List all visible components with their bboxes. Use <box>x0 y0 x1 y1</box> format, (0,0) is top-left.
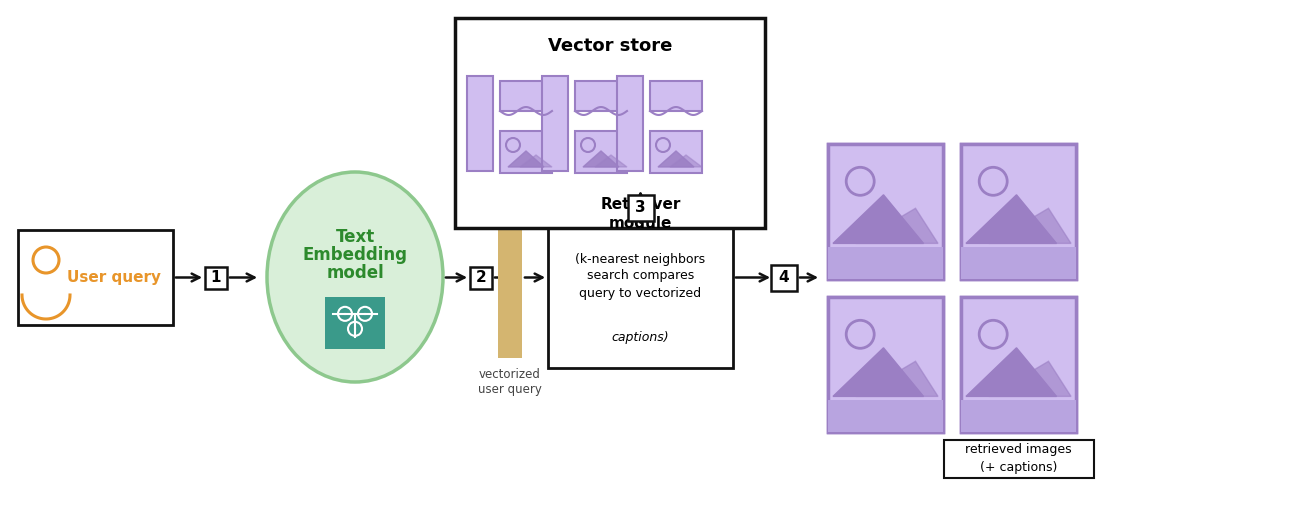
Polygon shape <box>989 361 1071 396</box>
Polygon shape <box>670 155 702 167</box>
Polygon shape <box>966 195 1057 244</box>
Polygon shape <box>989 208 1071 244</box>
FancyBboxPatch shape <box>325 297 384 349</box>
Text: 4: 4 <box>779 270 789 285</box>
FancyBboxPatch shape <box>650 131 702 173</box>
FancyBboxPatch shape <box>501 81 552 111</box>
Text: (k-nearest neighbors
search compares
query to vectorized: (k-nearest neighbors search compares que… <box>575 252 706 300</box>
Text: 3: 3 <box>635 200 646 215</box>
FancyBboxPatch shape <box>961 143 1076 279</box>
Ellipse shape <box>267 172 442 382</box>
FancyBboxPatch shape <box>828 400 943 431</box>
Polygon shape <box>857 208 938 244</box>
Text: Vector store: Vector store <box>548 37 672 55</box>
FancyBboxPatch shape <box>961 247 1076 279</box>
Text: User query: User query <box>67 270 161 285</box>
Text: retrieved images
(+ captions): retrieved images (+ captions) <box>965 444 1072 473</box>
FancyBboxPatch shape <box>828 143 943 279</box>
FancyBboxPatch shape <box>575 81 627 111</box>
Text: vectorized
user query: vectorized user query <box>479 368 542 395</box>
Text: 1: 1 <box>210 270 222 285</box>
Polygon shape <box>520 155 552 167</box>
Polygon shape <box>840 417 880 428</box>
FancyBboxPatch shape <box>961 297 1076 431</box>
FancyBboxPatch shape <box>455 18 765 228</box>
Polygon shape <box>833 195 924 244</box>
FancyBboxPatch shape <box>961 297 1076 431</box>
Polygon shape <box>833 348 924 396</box>
Polygon shape <box>973 417 1013 428</box>
FancyBboxPatch shape <box>498 199 522 358</box>
Text: Embedding: Embedding <box>302 246 408 264</box>
FancyBboxPatch shape <box>18 230 173 325</box>
FancyBboxPatch shape <box>627 195 654 221</box>
FancyBboxPatch shape <box>961 400 1076 431</box>
Polygon shape <box>966 348 1057 396</box>
FancyBboxPatch shape <box>470 266 491 288</box>
FancyBboxPatch shape <box>501 131 552 173</box>
Text: captions): captions) <box>611 332 670 344</box>
Text: model: model <box>326 264 384 282</box>
Polygon shape <box>973 265 1013 274</box>
FancyBboxPatch shape <box>828 297 943 431</box>
FancyBboxPatch shape <box>542 76 568 171</box>
FancyBboxPatch shape <box>548 188 733 368</box>
Polygon shape <box>595 155 627 167</box>
FancyBboxPatch shape <box>205 266 227 288</box>
FancyBboxPatch shape <box>961 143 1076 279</box>
FancyBboxPatch shape <box>828 143 943 279</box>
Text: Text: Text <box>335 228 374 246</box>
Text: Retriever
module: Retriever module <box>600 197 681 231</box>
FancyBboxPatch shape <box>617 76 642 171</box>
Polygon shape <box>583 151 619 167</box>
FancyBboxPatch shape <box>650 81 702 111</box>
Polygon shape <box>658 151 694 167</box>
FancyBboxPatch shape <box>828 247 943 279</box>
Polygon shape <box>840 265 880 274</box>
Text: 2: 2 <box>476 270 486 285</box>
FancyBboxPatch shape <box>828 297 943 431</box>
FancyBboxPatch shape <box>943 439 1094 478</box>
Polygon shape <box>508 151 544 167</box>
FancyBboxPatch shape <box>575 131 627 173</box>
FancyBboxPatch shape <box>771 265 797 290</box>
Polygon shape <box>857 361 938 396</box>
FancyBboxPatch shape <box>467 76 493 171</box>
